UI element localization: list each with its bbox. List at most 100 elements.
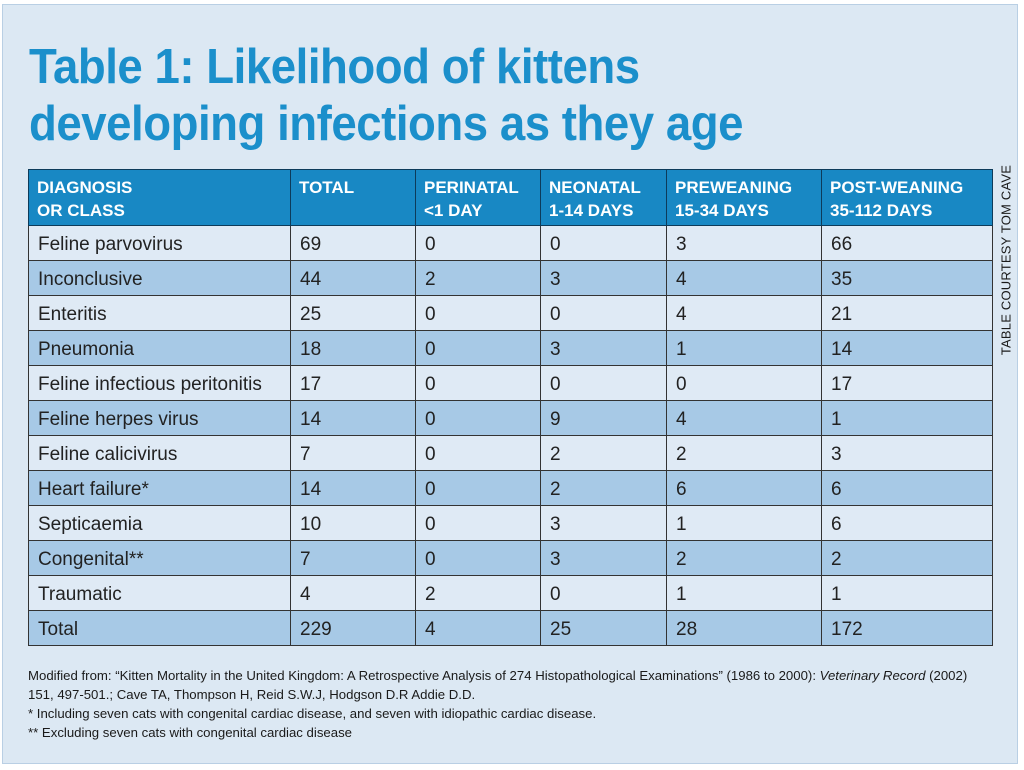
table-row: Feline calicivirus 7 0 2 2 3 <box>28 435 993 471</box>
table-row: Feline parvovirus 69 0 0 3 66 <box>28 225 993 261</box>
cell-perinatal: 0 <box>415 540 541 576</box>
cell-post-weaning: 1 <box>821 400 993 436</box>
cell-total: 10 <box>290 505 416 541</box>
cell-preweaning: 1 <box>666 505 822 541</box>
cell-preweaning: 4 <box>666 260 822 296</box>
table-title-line-2: developing infections as they age <box>29 97 743 151</box>
cell-perinatal: 4 <box>415 610 541 646</box>
cell-perinatal: 0 <box>415 435 541 471</box>
cell-total: 14 <box>290 400 416 436</box>
table-credit: TABLE COURTESY TOM CAVE <box>998 164 1014 356</box>
cell-post-weaning: 6 <box>821 470 993 506</box>
header-total: TOTAL <box>290 169 416 226</box>
cell-perinatal: 0 <box>415 505 541 541</box>
cell-diagnosis: Total <box>28 610 291 646</box>
cell-post-weaning: 1 <box>821 575 993 611</box>
cell-neonatal: 25 <box>540 610 667 646</box>
cell-diagnosis: Feline herpes virus <box>28 400 291 436</box>
cell-total: 7 <box>290 435 416 471</box>
cell-diagnosis: Pneumonia <box>28 330 291 366</box>
cell-post-weaning: 66 <box>821 225 993 261</box>
cell-preweaning: 2 <box>666 435 822 471</box>
table-row: Feline herpes virus 14 0 9 4 1 <box>28 400 993 436</box>
source-citation-suffix: (2002) 151, 497-501.; Cave TA, Thompson … <box>28 668 968 702</box>
header-perinatal: PERINATAL <1 DAY <box>415 169 541 226</box>
header-diagnosis: DIAGNOSIS OR CLASS <box>28 169 291 226</box>
cell-neonatal: 3 <box>540 260 667 296</box>
table-row: Heart failure* 14 0 2 6 6 <box>28 470 993 506</box>
header-label: 15-34 DAYS <box>675 201 769 220</box>
header-label: <1 DAY <box>424 201 483 220</box>
cell-perinatal: 0 <box>415 365 541 401</box>
cell-post-weaning: 17 <box>821 365 993 401</box>
cell-preweaning: 0 <box>666 365 822 401</box>
cell-preweaning: 2 <box>666 540 822 576</box>
header-label: DIAGNOSIS <box>37 178 133 197</box>
cell-preweaning: 28 <box>666 610 822 646</box>
table-total-row: Total 229 4 25 28 172 <box>28 610 993 646</box>
cell-neonatal: 3 <box>540 540 667 576</box>
table-row: Pneumonia 18 0 3 1 14 <box>28 330 993 366</box>
cell-total: 25 <box>290 295 416 331</box>
cell-post-weaning: 21 <box>821 295 993 331</box>
cell-neonatal: 2 <box>540 435 667 471</box>
footnote-single-asterisk: * Including seven cats with congenital c… <box>28 706 597 721</box>
cell-diagnosis: Feline infectious peritonitis <box>28 365 291 401</box>
cell-total: 69 <box>290 225 416 261</box>
cell-preweaning: 1 <box>666 330 822 366</box>
table-row: Congenital** 7 0 3 2 2 <box>28 540 993 576</box>
source-citation: Modified from: “Kitten Mortality in the … <box>28 666 988 704</box>
cell-neonatal: 0 <box>540 575 667 611</box>
cell-neonatal: 3 <box>540 505 667 541</box>
cell-diagnosis: Congenital** <box>28 540 291 576</box>
header-label: NEONATAL <box>549 178 641 197</box>
cell-total: 4 <box>290 575 416 611</box>
cell-preweaning: 1 <box>666 575 822 611</box>
table-title-line-1: Table 1: Likelihood of kittens <box>29 40 640 94</box>
cell-neonatal: 2 <box>540 470 667 506</box>
cell-post-weaning: 14 <box>821 330 993 366</box>
source-citation-prefix: Modified from: “Kitten Mortality in the … <box>28 668 820 683</box>
cell-total: 14 <box>290 470 416 506</box>
cell-preweaning: 4 <box>666 400 822 436</box>
cell-post-weaning: 2 <box>821 540 993 576</box>
cell-diagnosis: Feline calicivirus <box>28 435 291 471</box>
header-post-weaning: POST-WEANING 35-112 DAYS <box>821 169 993 226</box>
cell-perinatal: 2 <box>415 260 541 296</box>
source-journal: Veterinary Record <box>819 668 926 683</box>
header-label: PERINATAL <box>424 178 519 197</box>
cell-post-weaning: 172 <box>821 610 993 646</box>
header-label: TOTAL <box>299 178 355 197</box>
cell-diagnosis: Enteritis <box>28 295 291 331</box>
cell-perinatal: 0 <box>415 330 541 366</box>
cell-total: 17 <box>290 365 416 401</box>
cell-total: 18 <box>290 330 416 366</box>
cell-total: 7 <box>290 540 416 576</box>
table-header-row: DIAGNOSIS OR CLASS TOTAL PERINATAL <1 DA… <box>28 169 993 226</box>
cell-diagnosis: Septicaemia <box>28 505 291 541</box>
cell-perinatal: 0 <box>415 225 541 261</box>
cell-diagnosis: Heart failure* <box>28 470 291 506</box>
table-row: Traumatic 4 2 0 1 1 <box>28 575 993 611</box>
cell-neonatal: 0 <box>540 225 667 261</box>
cell-neonatal: 0 <box>540 365 667 401</box>
header-label: 35-112 DAYS <box>830 201 933 220</box>
cell-perinatal: 2 <box>415 575 541 611</box>
cell-preweaning: 3 <box>666 225 822 261</box>
cell-post-weaning: 35 <box>821 260 993 296</box>
header-label: 1-14 DAYS <box>549 201 634 220</box>
cell-total: 229 <box>290 610 416 646</box>
cell-diagnosis: Feline parvovirus <box>28 225 291 261</box>
cell-neonatal: 3 <box>540 330 667 366</box>
cell-preweaning: 6 <box>666 470 822 506</box>
header-label: POST-WEANING <box>830 178 964 197</box>
cell-diagnosis: Traumatic <box>28 575 291 611</box>
cell-post-weaning: 3 <box>821 435 993 471</box>
header-preweaning: PREWEANING 15-34 DAYS <box>666 169 822 226</box>
cell-diagnosis: Inconclusive <box>28 260 291 296</box>
header-label: OR CLASS <box>37 201 125 220</box>
cell-perinatal: 0 <box>415 400 541 436</box>
table-row: Inconclusive 44 2 3 4 35 <box>28 260 993 296</box>
cell-neonatal: 9 <box>540 400 667 436</box>
table-row: Enteritis 25 0 0 4 21 <box>28 295 993 331</box>
